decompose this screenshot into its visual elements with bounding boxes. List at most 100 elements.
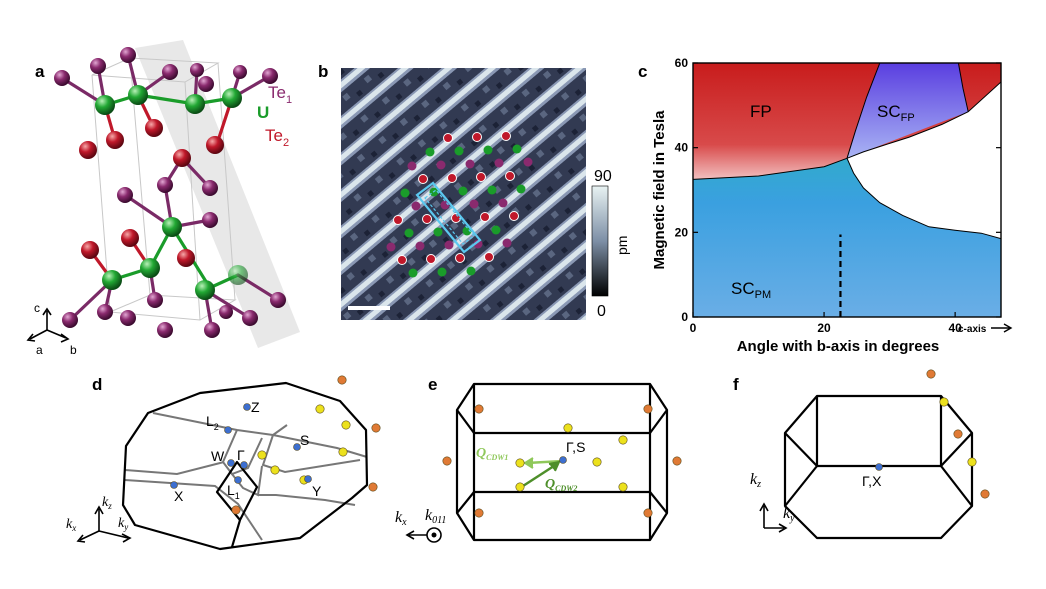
yellow-marker: [618, 435, 628, 445]
orange-marker: [474, 508, 484, 518]
unit-cell-box: [415, 181, 482, 254]
bz-markers-e: [442, 404, 682, 518]
te1-atom-marker: [469, 199, 479, 209]
u-atom-marker: [483, 145, 493, 155]
u-atom-marker: [466, 266, 476, 276]
orange-marker: [231, 505, 241, 515]
axis-kx-e: kx: [395, 509, 407, 528]
u-atom-marker: [462, 226, 472, 236]
u-atom-marker: [408, 268, 418, 278]
te2-atom-marker: [443, 133, 453, 143]
label-fp: FP: [750, 102, 772, 121]
u-atom-marker: [491, 225, 501, 235]
u-atom-marker: [400, 188, 410, 198]
colorbar-min: 0: [597, 303, 606, 320]
yellow-marker: [967, 457, 977, 467]
colorbar: [591, 185, 609, 297]
region-white: [847, 82, 1001, 239]
yellow-marker: [315, 404, 325, 414]
te1-atom-marker: [465, 159, 475, 169]
te1-atom-marker: [411, 201, 421, 211]
point-s: S: [300, 432, 309, 448]
q-cdw1-arrowhead: [523, 457, 534, 469]
blue-marker: [224, 426, 232, 434]
orange-marker: [643, 508, 653, 518]
axis-ky-d: ky: [118, 516, 128, 532]
axis-a-label: a: [36, 343, 43, 357]
bz-axes-f: [759, 502, 788, 533]
point-x: X: [174, 488, 184, 504]
label-te1: Te1: [268, 83, 292, 106]
q-cdw1-label: QCDW1: [476, 446, 508, 462]
center-label-e: Γ,S: [566, 439, 585, 455]
u-atom-marker: [454, 146, 464, 156]
panel-label-b: b: [318, 62, 328, 81]
c-axis-arrowhead: [1003, 323, 1013, 333]
blue-marker: [559, 456, 567, 464]
scfp-dome-line: [846, 63, 969, 159]
te1-atom-marker: [498, 198, 508, 208]
colorbar-unit: pm: [614, 236, 630, 255]
orange-marker: [337, 375, 347, 385]
colorbar-max: 90: [594, 168, 612, 185]
u-atom-marker: [433, 227, 443, 237]
blue-marker: [293, 443, 301, 451]
bz-line-f6: [784, 465, 818, 507]
blue-marker: [243, 403, 251, 411]
bz-axes-d: [76, 505, 132, 543]
panel-d: d Z L2 W Γ S X L1 Y kz: [66, 375, 381, 551]
orange-marker: [643, 404, 653, 414]
te1-atom-marker: [407, 161, 417, 171]
bz-line-f3: [784, 432, 818, 467]
te1-atom-marker: [502, 238, 512, 248]
bz-markers-d: [170, 375, 381, 515]
panel-label-f: f: [733, 375, 739, 394]
u-atom-marker: [425, 147, 435, 157]
axis-ky-f: ky: [783, 505, 795, 524]
yellow-marker: [618, 482, 628, 492]
bz-line-f5: [940, 432, 973, 467]
panel-a: a: [26, 40, 300, 357]
panel-f: f Γ,X kz ky: [733, 369, 990, 540]
axis-ticks: 0 20 40 0 20 40 60: [675, 56, 1001, 335]
te1-atom-marker: [494, 158, 504, 168]
u-atom-marker: [516, 184, 526, 194]
te2-atom-marker: [393, 215, 403, 225]
te2-atom-marker: [447, 173, 457, 183]
bz-line-e8: [649, 491, 668, 514]
y-tick-label: 60: [675, 56, 689, 70]
bz-markers-f: [875, 369, 990, 499]
blue-marker: [304, 475, 312, 483]
panel-label-e: e: [428, 375, 437, 394]
q-cdw2-label: QCDW2: [545, 477, 577, 493]
label-scfp: SCFP: [877, 102, 915, 124]
unit-cell-inner: [424, 189, 475, 245]
label-te2: Te2: [265, 126, 289, 149]
te1-atom-marker: [415, 241, 425, 251]
u-atom-marker: [512, 144, 522, 154]
y-axis-label: Magnetic field in Tesla: [651, 110, 668, 270]
axis-k011-e: k011: [425, 507, 446, 526]
te2-atom-marker: [505, 171, 515, 181]
point-l2: L2: [206, 413, 219, 432]
plot-frame: [692, 62, 1002, 318]
te1-atom-marker: [523, 157, 533, 167]
te2-atom-marker: [476, 172, 486, 182]
point-l1: L1: [227, 482, 240, 501]
region-scfp: [847, 63, 969, 159]
te2-atom-marker: [509, 211, 519, 221]
y-tick-label: 20: [675, 225, 689, 239]
yellow-marker: [270, 465, 280, 475]
center-label-f: Γ,X: [862, 473, 882, 489]
phase-regions: [693, 63, 1001, 317]
axis-kz-d: kz: [102, 495, 112, 511]
point-w: W: [211, 448, 225, 464]
stm-atom-overlay: [386, 131, 533, 278]
label-u: U: [257, 103, 269, 122]
yellow-marker: [338, 447, 348, 457]
crystal-axes: [26, 307, 70, 343]
blue-marker: [240, 461, 248, 469]
atoms: [54, 47, 286, 338]
bz-edge: [230, 519, 242, 548]
